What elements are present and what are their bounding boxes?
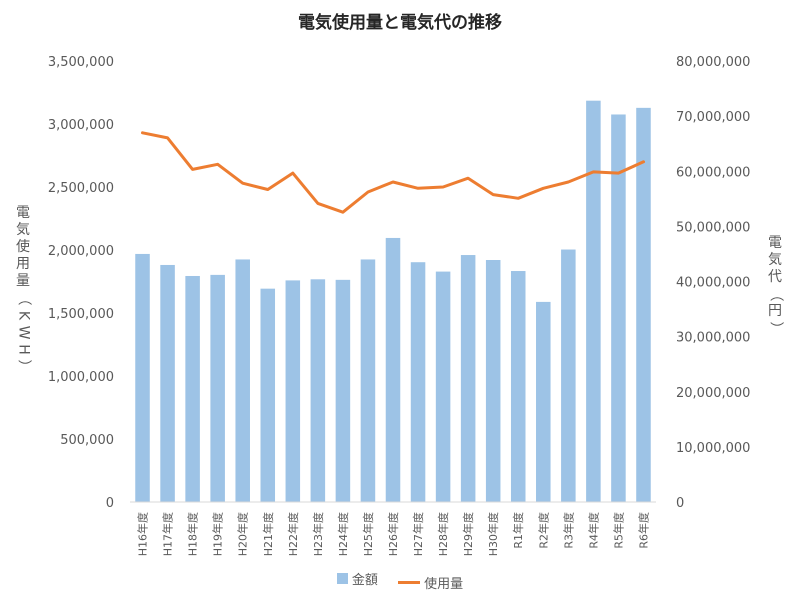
bar [510, 271, 526, 502]
y-tick-left: 3,000,000 [48, 118, 114, 133]
legend-item-usage: 使用量 [398, 573, 463, 592]
y-tick-left: 1,500,000 [48, 307, 114, 322]
x-tick-label: R2年度 [536, 512, 550, 549]
x-tick-label: R1年度 [511, 512, 525, 549]
x-tick-label: H22年度 [286, 512, 300, 556]
y-axis-label-left-text: 電 [16, 205, 30, 221]
bar [185, 275, 200, 502]
bar [636, 107, 651, 502]
bar [485, 260, 501, 502]
bar [410, 262, 426, 502]
legend-swatch-amount [336, 573, 348, 584]
legend-label-usage: 使用量 [424, 577, 464, 592]
bar [611, 114, 626, 502]
y-tick-left: 500,000 [60, 433, 114, 448]
bar [385, 237, 401, 503]
x-tick-label: H25年度 [361, 512, 375, 556]
x-tick-label: H29年度 [461, 512, 475, 556]
bar [460, 255, 476, 502]
bar [160, 264, 175, 502]
legend-swatch-usage [398, 581, 421, 584]
x-tick-label: H30年度 [486, 512, 500, 556]
bar [335, 279, 351, 502]
x-tick-label: R6年度 [636, 512, 650, 549]
y-tick-right: 80,000,000 [676, 55, 750, 70]
bar [435, 271, 451, 502]
x-tick-label: R5年度 [611, 512, 625, 549]
x-tick-label: R3年度 [561, 512, 575, 549]
bar [561, 249, 576, 502]
bar [310, 279, 326, 502]
y-tick-right: 0 [676, 496, 684, 511]
y-tick-right: 40,000,000 [676, 276, 750, 291]
x-tick-label: H16年度 [136, 512, 150, 556]
y-axis-label-right: 電 気 代 （ 円 ） [767, 235, 784, 336]
bar [586, 100, 601, 502]
x-tick-label: R4年度 [586, 512, 600, 549]
bar [260, 288, 276, 502]
y-tick-left: 1,000,000 [48, 370, 114, 385]
bar [360, 259, 376, 502]
y-tick-right: 20,000,000 [676, 386, 750, 401]
bar [135, 253, 150, 502]
y-tick-right: 60,000,000 [676, 165, 750, 180]
y-tick-left: 2,000,000 [48, 244, 114, 259]
legend-item-amount: 金額 [336, 569, 378, 588]
y-tick-right: 70,000,000 [676, 110, 750, 125]
x-tick-label: H21年度 [261, 512, 275, 556]
x-tick-label: H20年度 [236, 512, 250, 556]
y-tick-right: 50,000,000 [676, 220, 750, 235]
x-tick-label: H23年度 [311, 512, 325, 556]
x-tick-label: H24年度 [336, 512, 350, 556]
series-line-usage [141, 131, 645, 214]
chart-legend: 金額 使用量 [0, 569, 800, 592]
y-axis-label-left: 電 気 使 用 量 （ K W H ） [12, 205, 34, 375]
bar [210, 274, 225, 502]
x-tick-label: H19年度 [211, 512, 225, 556]
bar [285, 280, 301, 502]
legend-label-amount: 金額 [351, 573, 378, 588]
y-tick-left: 0 [106, 496, 114, 511]
x-tick-label: H28年度 [436, 512, 450, 556]
x-tick-label: H26年度 [386, 512, 400, 556]
x-tick-label: H17年度 [161, 512, 175, 556]
y-tick-left: 3,500,000 [48, 55, 114, 70]
y-tick-right: 10,000,000 [676, 441, 750, 456]
x-tick-label: H27年度 [411, 512, 425, 556]
bar [235, 259, 250, 502]
y-tick-left: 2,500,000 [48, 181, 114, 196]
chart-title: 電気使用量と電気代の推移 [298, 13, 502, 33]
x-tick-label: H18年度 [186, 512, 200, 556]
y-tick-right: 30,000,000 [676, 331, 750, 346]
bar [536, 301, 551, 502]
